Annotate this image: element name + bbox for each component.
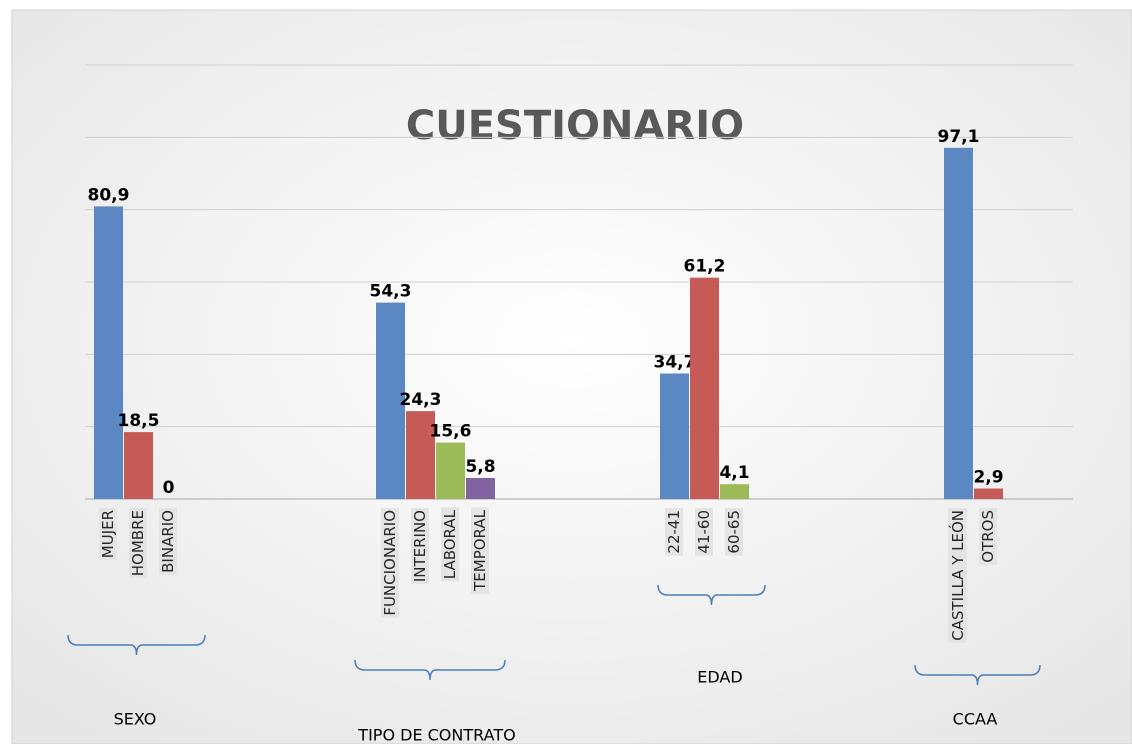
category-label: BINARIO	[159, 510, 177, 573]
value-label: 5,8	[465, 457, 495, 477]
bar	[720, 484, 749, 499]
bar	[944, 147, 973, 500]
category-label: INTERINO	[411, 510, 429, 582]
value-label: 18,5	[118, 411, 160, 431]
value-label: 34,7	[654, 353, 696, 373]
group-label: TIPO DE CONTRATO	[357, 726, 515, 744]
value-label: 0	[163, 478, 175, 498]
category-label-bg	[665, 508, 683, 556]
category-label-bg	[471, 507, 489, 594]
category-label: CASTILLA Y LEÓN	[948, 510, 967, 641]
bar	[466, 478, 495, 499]
group-brace	[657, 584, 766, 606]
bar	[974, 488, 1003, 499]
bar	[660, 373, 689, 499]
value-label: 15,6	[430, 422, 472, 442]
category-label-bg	[979, 508, 997, 565]
category-label-bg	[695, 508, 713, 556]
value-label: 80,9	[88, 185, 130, 205]
category-label: HOMBRE	[129, 510, 147, 576]
bar	[690, 277, 719, 499]
value-label: 54,3	[370, 282, 412, 302]
group-brace	[354, 659, 506, 681]
category-label: TEMPORAL	[471, 509, 489, 592]
category-label: 60-65	[725, 510, 743, 554]
category-label: FUNCIONARIO	[381, 510, 399, 616]
category-label-bg	[948, 508, 967, 643]
value-label: 2,9	[973, 468, 1003, 488]
group-brace	[914, 664, 1041, 686]
bar	[436, 442, 465, 499]
bar	[406, 411, 435, 499]
category-label-bg	[129, 508, 147, 579]
category-label-bg	[411, 508, 429, 585]
value-label: 61,2	[684, 257, 726, 277]
category-label-bg	[159, 508, 177, 575]
category-label: 41-60	[695, 510, 713, 554]
category-label-bg	[725, 508, 743, 556]
bar	[94, 206, 123, 499]
category-label-bg	[381, 508, 399, 618]
category-label: OTROS	[979, 510, 997, 563]
category-label-bg	[99, 508, 117, 561]
bar	[376, 302, 405, 499]
bar	[124, 432, 153, 499]
chart-title: CUESTIONARIO	[406, 103, 744, 149]
value-label: 4,1	[719, 463, 749, 483]
category-label: 22-41	[665, 510, 683, 554]
category-label: MUJER	[99, 510, 117, 558]
value-label: 97,1	[938, 127, 980, 147]
group-label: SEXO	[114, 710, 157, 729]
group-label: CCAA	[953, 710, 998, 729]
group-brace	[67, 634, 206, 656]
category-label-bg	[441, 507, 459, 582]
group-label: EDAD	[697, 668, 742, 687]
value-label: 24,3	[400, 390, 442, 410]
category-label: LABORAL	[441, 509, 459, 579]
